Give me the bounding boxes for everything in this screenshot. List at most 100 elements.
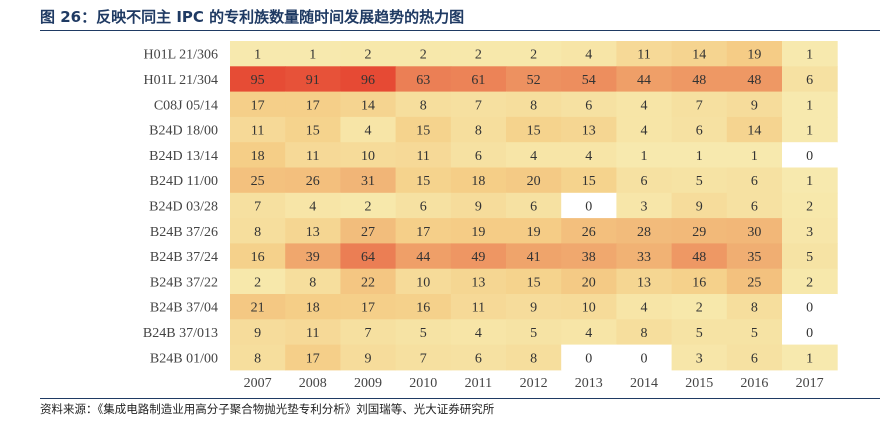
row-label: H01L 21/306 bbox=[143, 48, 218, 63]
cell-value: 41 bbox=[527, 250, 541, 265]
heatmap-cell bbox=[506, 243, 562, 270]
heatmap-cell bbox=[230, 192, 286, 219]
row-label: B24D 13/14 bbox=[149, 149, 218, 164]
cell-value: 13 bbox=[306, 225, 320, 240]
heatmap-cell bbox=[616, 116, 673, 143]
cell-value: 1 bbox=[696, 149, 703, 164]
heatmap-cell bbox=[782, 192, 838, 219]
heatmap-cell bbox=[782, 91, 838, 118]
heatmap-cell bbox=[230, 142, 286, 168]
heatmap-cell bbox=[340, 116, 397, 143]
heatmap-cell bbox=[726, 91, 783, 118]
cell-value: 2 bbox=[475, 48, 482, 63]
heatmap-cell bbox=[340, 192, 397, 219]
heatmap-cell bbox=[340, 91, 397, 118]
heatmap-cell bbox=[506, 268, 562, 295]
cell-value: 14 bbox=[692, 48, 706, 63]
cell-value: 7 bbox=[475, 98, 482, 113]
cell-value: 8 bbox=[530, 351, 537, 366]
cell-value: 15 bbox=[582, 174, 596, 189]
heatmap-cell bbox=[782, 268, 838, 295]
cell-value: 3 bbox=[696, 351, 703, 366]
heatmap-cell bbox=[671, 294, 728, 320]
cell-value: 17 bbox=[306, 351, 320, 366]
heatmap-cell bbox=[340, 41, 397, 67]
cell-value: 4 bbox=[641, 98, 648, 113]
cell-value: 18 bbox=[306, 301, 320, 316]
heatmap-cell bbox=[340, 218, 397, 244]
cell-value: 16 bbox=[251, 250, 265, 265]
cell-value: 48 bbox=[692, 250, 706, 265]
cell-value: 15 bbox=[527, 124, 541, 139]
heatmap-cell bbox=[726, 268, 783, 295]
heatmap-cell bbox=[726, 218, 783, 244]
heatmap-cell bbox=[395, 218, 452, 244]
row-label: B24D 18/00 bbox=[149, 124, 218, 139]
cell-value: 15 bbox=[416, 174, 430, 189]
cell-value: 30 bbox=[747, 225, 761, 240]
row-label: B24B 37/013 bbox=[143, 326, 218, 341]
cell-value: 20 bbox=[582, 275, 596, 290]
cell-value: 16 bbox=[416, 301, 430, 316]
heatmap-cell bbox=[285, 243, 341, 270]
heatmap-cell bbox=[395, 344, 452, 371]
heatmap-cell bbox=[561, 142, 617, 168]
heatmap-cell bbox=[395, 268, 452, 295]
heatmap-cell bbox=[561, 344, 617, 371]
heatmap-cell bbox=[450, 116, 507, 143]
column-label: 2016 bbox=[740, 376, 768, 391]
cell-value: 1 bbox=[806, 174, 813, 189]
cell-value: 25 bbox=[747, 275, 761, 290]
heatmap-cell bbox=[395, 294, 452, 320]
heatmap-cell bbox=[782, 344, 838, 371]
heatmap-cell bbox=[450, 319, 507, 346]
heatmap-cell bbox=[506, 218, 562, 244]
cell-value: 4 bbox=[585, 326, 592, 341]
cell-value: 25 bbox=[251, 174, 265, 189]
cell-value: 14 bbox=[747, 124, 761, 139]
cell-value: 9 bbox=[696, 199, 703, 214]
heatmap-cell bbox=[285, 268, 341, 295]
cell-value: 6 bbox=[751, 174, 758, 189]
heatmap-cell bbox=[506, 91, 562, 118]
cell-value: 6 bbox=[751, 199, 758, 214]
cell-value: 1 bbox=[309, 48, 316, 63]
cell-value: 4 bbox=[641, 301, 648, 316]
heatmap-cell bbox=[395, 319, 452, 346]
cell-value: 1 bbox=[806, 124, 813, 139]
heatmap-cell bbox=[616, 91, 673, 118]
heatmap-cell bbox=[506, 192, 562, 219]
heatmap-cell bbox=[616, 167, 673, 194]
cell-value: 15 bbox=[306, 124, 320, 139]
heatmap-cell bbox=[340, 243, 397, 270]
cell-value: 4 bbox=[365, 124, 372, 139]
heatmap-cell bbox=[285, 41, 341, 67]
cell-value: 2 bbox=[254, 275, 261, 290]
heatmap-cell bbox=[230, 167, 286, 194]
heatmap-cell bbox=[340, 319, 397, 346]
heatmap-cell bbox=[285, 167, 341, 194]
cell-value: 26 bbox=[582, 225, 596, 240]
heatmap-cell bbox=[285, 344, 341, 371]
cell-value: 1 bbox=[806, 48, 813, 63]
cell-value: 7 bbox=[365, 326, 372, 341]
cell-value: 49 bbox=[471, 250, 485, 265]
heatmap-cell bbox=[450, 142, 507, 168]
heatmap-cell bbox=[561, 243, 617, 270]
heatmap-cell bbox=[782, 294, 838, 320]
heatmap-cell bbox=[230, 66, 286, 93]
row-label: B24B 01/00 bbox=[150, 351, 218, 366]
cell-value: 19 bbox=[527, 225, 541, 240]
cell-value: 9 bbox=[254, 326, 261, 341]
heatmap-cell bbox=[671, 91, 728, 118]
cell-value: 15 bbox=[527, 275, 541, 290]
heatmap-cell bbox=[616, 319, 673, 346]
heatmap-cell bbox=[561, 319, 617, 346]
heatmap-cell bbox=[561, 66, 617, 93]
heatmap-cell bbox=[285, 116, 341, 143]
heatmap-cell bbox=[450, 41, 507, 67]
cell-value: 96 bbox=[361, 73, 375, 88]
heatmap-cell bbox=[616, 142, 673, 168]
cell-value: 3 bbox=[641, 199, 648, 214]
